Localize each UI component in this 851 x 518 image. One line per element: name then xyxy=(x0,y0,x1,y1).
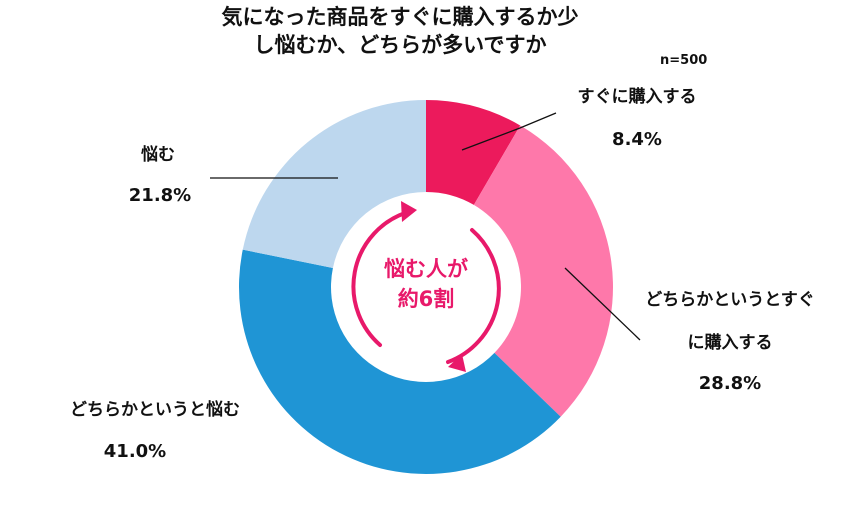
slice-label: どちらかというと悩む xyxy=(70,400,240,420)
slice-label: どちらかというとすぐに購入する xyxy=(645,290,815,353)
sample-size: n=500 xyxy=(660,53,708,68)
cycle-arrow xyxy=(351,211,407,347)
slice-label: 悩む xyxy=(141,145,175,165)
center-annotation: 悩む人が約6割 xyxy=(384,257,468,312)
arrow-head xyxy=(401,201,417,222)
value-label: 41.0% xyxy=(103,441,167,462)
value-label: 21.8% xyxy=(128,185,192,206)
cycle-arrow xyxy=(446,228,501,364)
leader-line xyxy=(461,112,557,151)
chart-title: 気になった商品をすぐに購入するか少し悩むか、どちらが多いですか xyxy=(221,5,579,57)
value-label: 8.4% xyxy=(612,129,662,150)
leader-line xyxy=(564,267,641,341)
arrow-head xyxy=(448,354,466,372)
donut-slice xyxy=(473,125,613,417)
donut-slice xyxy=(242,99,426,269)
donut-slice xyxy=(426,100,521,205)
donut-slice xyxy=(238,249,561,474)
value-label: 28.8% xyxy=(698,373,762,394)
slice-label: すぐに購入する xyxy=(577,87,697,107)
